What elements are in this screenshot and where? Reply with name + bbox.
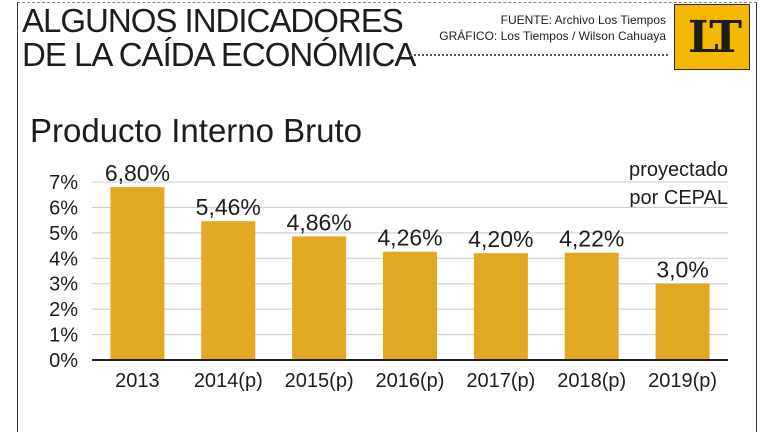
bar [383,251,437,360]
x-tick-label: 2015(p) [285,370,354,392]
x-tick-label: 2018(p) [557,370,626,392]
dotted-rule [410,54,668,56]
bar [201,221,256,360]
bar [110,187,165,360]
data-label: 4,20% [468,226,533,252]
y-tick-label: 1% [49,325,78,347]
data-label: 4,26% [377,225,442,251]
y-tick-label: 7% [49,172,78,194]
bar [473,253,528,360]
y-tick-label: 6% [49,197,78,219]
y-tick-label: 3% [49,274,78,296]
graphic-credit: GRÁFICO: Los Tiempos / Wilson Cahuaya [439,29,666,43]
x-tick-label: 2017(p) [466,370,535,392]
headline: ALGUNOS INDICADORES DE LA CAÍDA ECONÓMIC… [22,2,416,73]
x-tick-label: 2016(p) [376,370,445,392]
projection-note: proyectado por CEPAL [629,156,728,212]
x-tick-label: 2019(p) [648,370,717,392]
logo-text: LT [687,11,742,63]
y-tick-label: 4% [49,248,78,270]
y-tick-label: 0% [49,350,78,372]
data-label: 4,22% [559,226,624,252]
bar [564,252,619,360]
credits: FUENTE: Archivo Los Tiempos GRÁFICO: Los… [439,12,666,44]
projection-note-line-1: proyectado [629,159,728,181]
y-tick-label: 2% [49,299,78,321]
source-credit: FUENTE: Archivo Los Tiempos [500,13,666,27]
chart-title: Producto Interno Bruto [30,112,363,149]
data-label: 6,80% [105,160,170,186]
x-tick-label: 2014(p) [194,370,263,392]
projection-note-line-2: por CEPAL [629,187,728,209]
graphic-frame [17,2,757,432]
data-label: 5,46% [196,194,261,220]
data-label: 4,86% [287,209,352,235]
bar [655,283,710,360]
headline-line-1: ALGUNOS INDICADORES [22,2,404,39]
data-label: 3,0% [656,257,708,283]
y-tick-label: 5% [49,223,78,245]
los-tiempos-logo: LT [674,4,750,70]
x-tick-label: 2013 [115,370,160,392]
bar [292,236,347,360]
headline-line-2: DE LA CAÍDA ECONÓMICA [22,36,416,73]
